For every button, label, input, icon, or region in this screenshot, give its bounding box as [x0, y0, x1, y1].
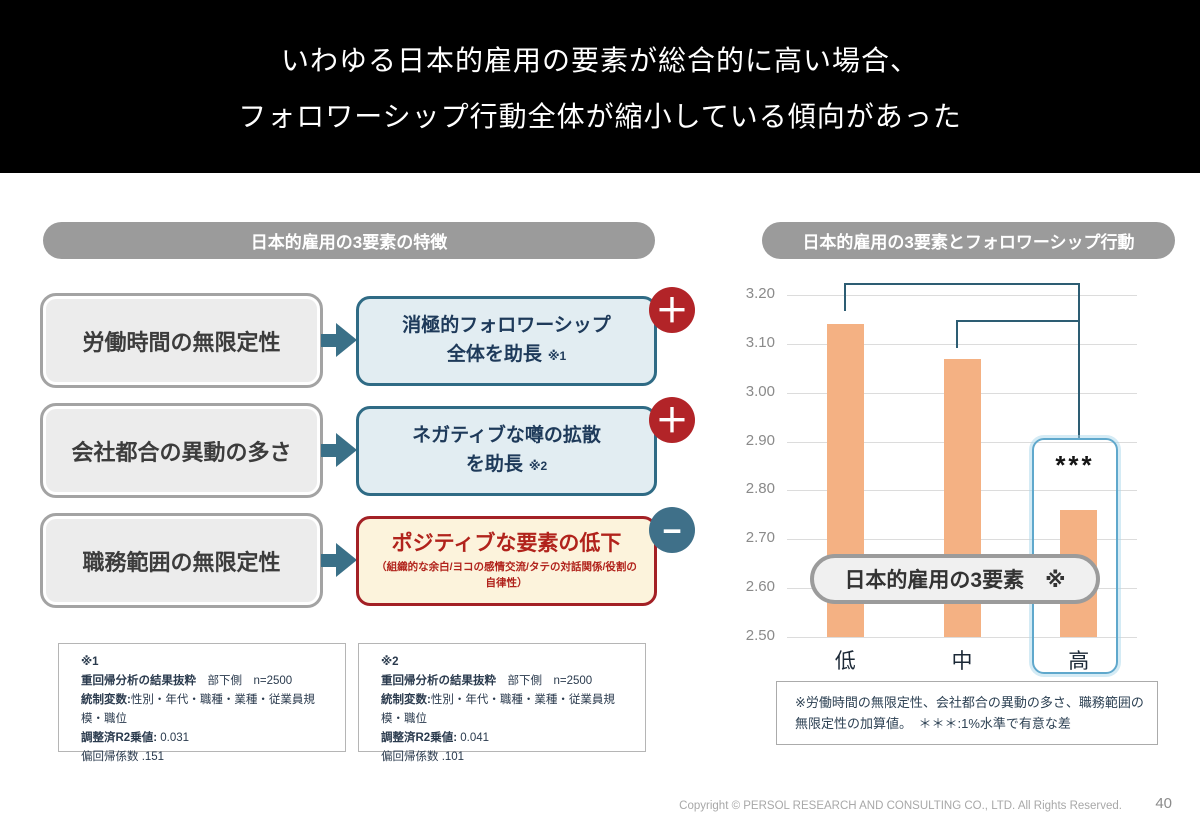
footnote-lead: 調整済R2乗値: [381, 732, 458, 744]
effect-box-passive-followership: 消極的フォロワーシップ 全体を助長 ※1 [356, 296, 657, 386]
x-axis-label: 高 [1068, 650, 1090, 673]
plus-sign: ＋ [655, 291, 689, 329]
footnote-box-2: ※2 重回帰分析の結果抜粋 部下側 n=2500 統制変数:性別・年代・職種・業… [358, 643, 646, 763]
arrow-stem [321, 443, 336, 457]
right-arrow-icon [321, 433, 359, 467]
arrow-head [336, 323, 357, 357]
gridline [787, 343, 1137, 345]
footnote-rest: 偏回帰係数 .101 [381, 751, 465, 763]
significance-stars: *** [1055, 450, 1095, 480]
footnote-line: 偏回帰係数 .101 [381, 748, 637, 767]
footnote-rest: 部下側 n=2500 [196, 675, 293, 687]
footnote-lead: 重回帰分析の結果抜粋 [81, 675, 196, 687]
significance-bracket-low-high [844, 283, 1080, 311]
footnote-lead: 統制変数: [381, 694, 431, 706]
arrow-stem [321, 553, 336, 567]
plus-sign: ＋ [655, 401, 689, 439]
chart-note-line-1: ※労働時間の無限定性、会社都合の異動の多さ、職務範囲の [795, 695, 1144, 710]
effect-title: ポジティブな要素の低下 [391, 531, 622, 555]
footnote-line: 統制変数:性別・年代・職種・業種・従業員規模・職位 [81, 691, 337, 729]
y-tick-label: 2.50 [745, 627, 775, 644]
footnote-line: 調整済R2乗値: 0.041 [381, 729, 637, 748]
factor-box-transfers: 会社都合の異動の多さ [40, 403, 323, 498]
effect-box-positive-decline: ポジティブな要素の低下 （組織的な余白/ヨコの感情交流/タテの対話関係/役割の自… [356, 516, 657, 606]
minus-badge: − [649, 507, 695, 553]
overlay-pill: 日本的雇用の3要素 ※ [810, 554, 1100, 604]
y-tick-label: 2.70 [745, 529, 775, 547]
y-tick-label: 3.10 [745, 333, 775, 351]
y-tick-label: 3.00 [745, 382, 775, 400]
effect-box-negative-rumors: ネガティブな噂の拡散 を助長 ※2 [356, 406, 657, 496]
footnote-lead: 重回帰分析の結果抜粋 [381, 675, 496, 687]
right-arrow-icon [321, 543, 359, 577]
gridline [787, 295, 1137, 296]
y-tick-label: 2.60 [745, 578, 775, 596]
footnote-lead: 統制変数: [81, 694, 131, 706]
right-section-header: 日本的雇用の3要素とフォロワーシップ行動 [762, 222, 1175, 259]
footnote-rest: 性別・年代・職種・業種・従業員規模・職位 [381, 694, 615, 725]
footnote-rest: 部下側 n=2500 [496, 675, 593, 687]
slide-title-line-1: いわゆる日本的雇用の要素が総合的に高い場合、 [280, 44, 919, 76]
copyright: Copyright © PERSOL RESEARCH AND CONSULTI… [679, 800, 1122, 812]
y-tick-label: 2.90 [745, 431, 775, 449]
footnote-line: 統制変数:性別・年代・職種・業種・従業員規模・職位 [381, 691, 637, 729]
gridline [787, 637, 1137, 638]
footnote-lead: 調整済R2乗値: [81, 732, 158, 744]
y-tick-label: 2.80 [745, 480, 775, 498]
chart-note: ※労働時間の無限定性、会社都合の異動の多さ、職務範囲の 無限定性の加算値。 ＊＊… [776, 681, 1158, 745]
slide-title-line-2: フォロワーシップ行動全体が縮小している傾向があった [238, 100, 962, 132]
effect-line: 全体を助長 ※1 [447, 340, 566, 371]
arrow-stem [321, 333, 336, 347]
footnote-lead: ※2 [381, 656, 399, 668]
y-tick-label: 3.20 [745, 285, 775, 302]
chart-note-line-2: 無限定性の加算値。 ＊＊＊:1%水準で有意な差 [795, 716, 1071, 731]
footnote-line: 重回帰分析の結果抜粋 部下側 n=2500 [81, 672, 337, 691]
effect-line: を助長 ※2 [466, 450, 547, 481]
footnote-rest: 0.041 [457, 732, 490, 744]
title-banner: いわゆる日本的雇用の要素が総合的に高い場合、 フォロワーシップ行動全体が縮小して… [0, 0, 1200, 173]
footnote-rest: 性別・年代・職種・業種・従業員規模・職位 [81, 694, 315, 725]
plus-badge: ＋ [649, 287, 695, 333]
x-axis-label: 中 [951, 650, 973, 673]
left-section-header: 日本的雇用の3要素の特徴 [43, 222, 655, 259]
significance-bracket-mid-high [956, 320, 1080, 348]
factor-box-job-scope: 職務範囲の無限定性 [40, 513, 323, 608]
page-number: 40 [1155, 795, 1172, 812]
arrow-head [336, 543, 357, 577]
footnote-line: 重回帰分析の結果抜粋 部下側 n=2500 [381, 672, 637, 691]
arrow-head [336, 433, 357, 467]
plus-badge: ＋ [649, 397, 695, 443]
right-arrow-icon [321, 323, 359, 357]
footnote-box-1: ※1 重回帰分析の結果抜粋 部下側 n=2500 統制変数:性別・年代・職種・業… [58, 643, 346, 763]
footnote-line: 偏回帰係数 .151 [81, 748, 337, 767]
footnote-rest: 偏回帰係数 .151 [81, 751, 165, 763]
footnote-ref: ※2 [528, 459, 548, 473]
significance-bracket-vertical [1078, 283, 1080, 439]
effect-text: 全体を助長 [446, 344, 542, 365]
footnote-ref: ※1 [547, 349, 567, 363]
footnote-line: ※2 [381, 653, 637, 672]
footnote-line: 調整済R2乗値: 0.031 [81, 729, 337, 748]
effect-text: を助長 [465, 454, 523, 475]
minus-sign: − [662, 511, 682, 549]
footnote-line: ※1 [81, 653, 337, 672]
effect-subtext: （組織的な余白/ヨコの感情交流/タテの対話関係/役割の自律性） [376, 560, 637, 589]
effect-line: 消極的フォロワーシップ [402, 315, 611, 336]
x-axis-label: 低 [834, 650, 856, 673]
effect-line: ネガティブな噂の拡散 [412, 425, 601, 446]
footnote-rest: 0.031 [157, 732, 190, 744]
footnote-lead: ※1 [81, 656, 99, 668]
